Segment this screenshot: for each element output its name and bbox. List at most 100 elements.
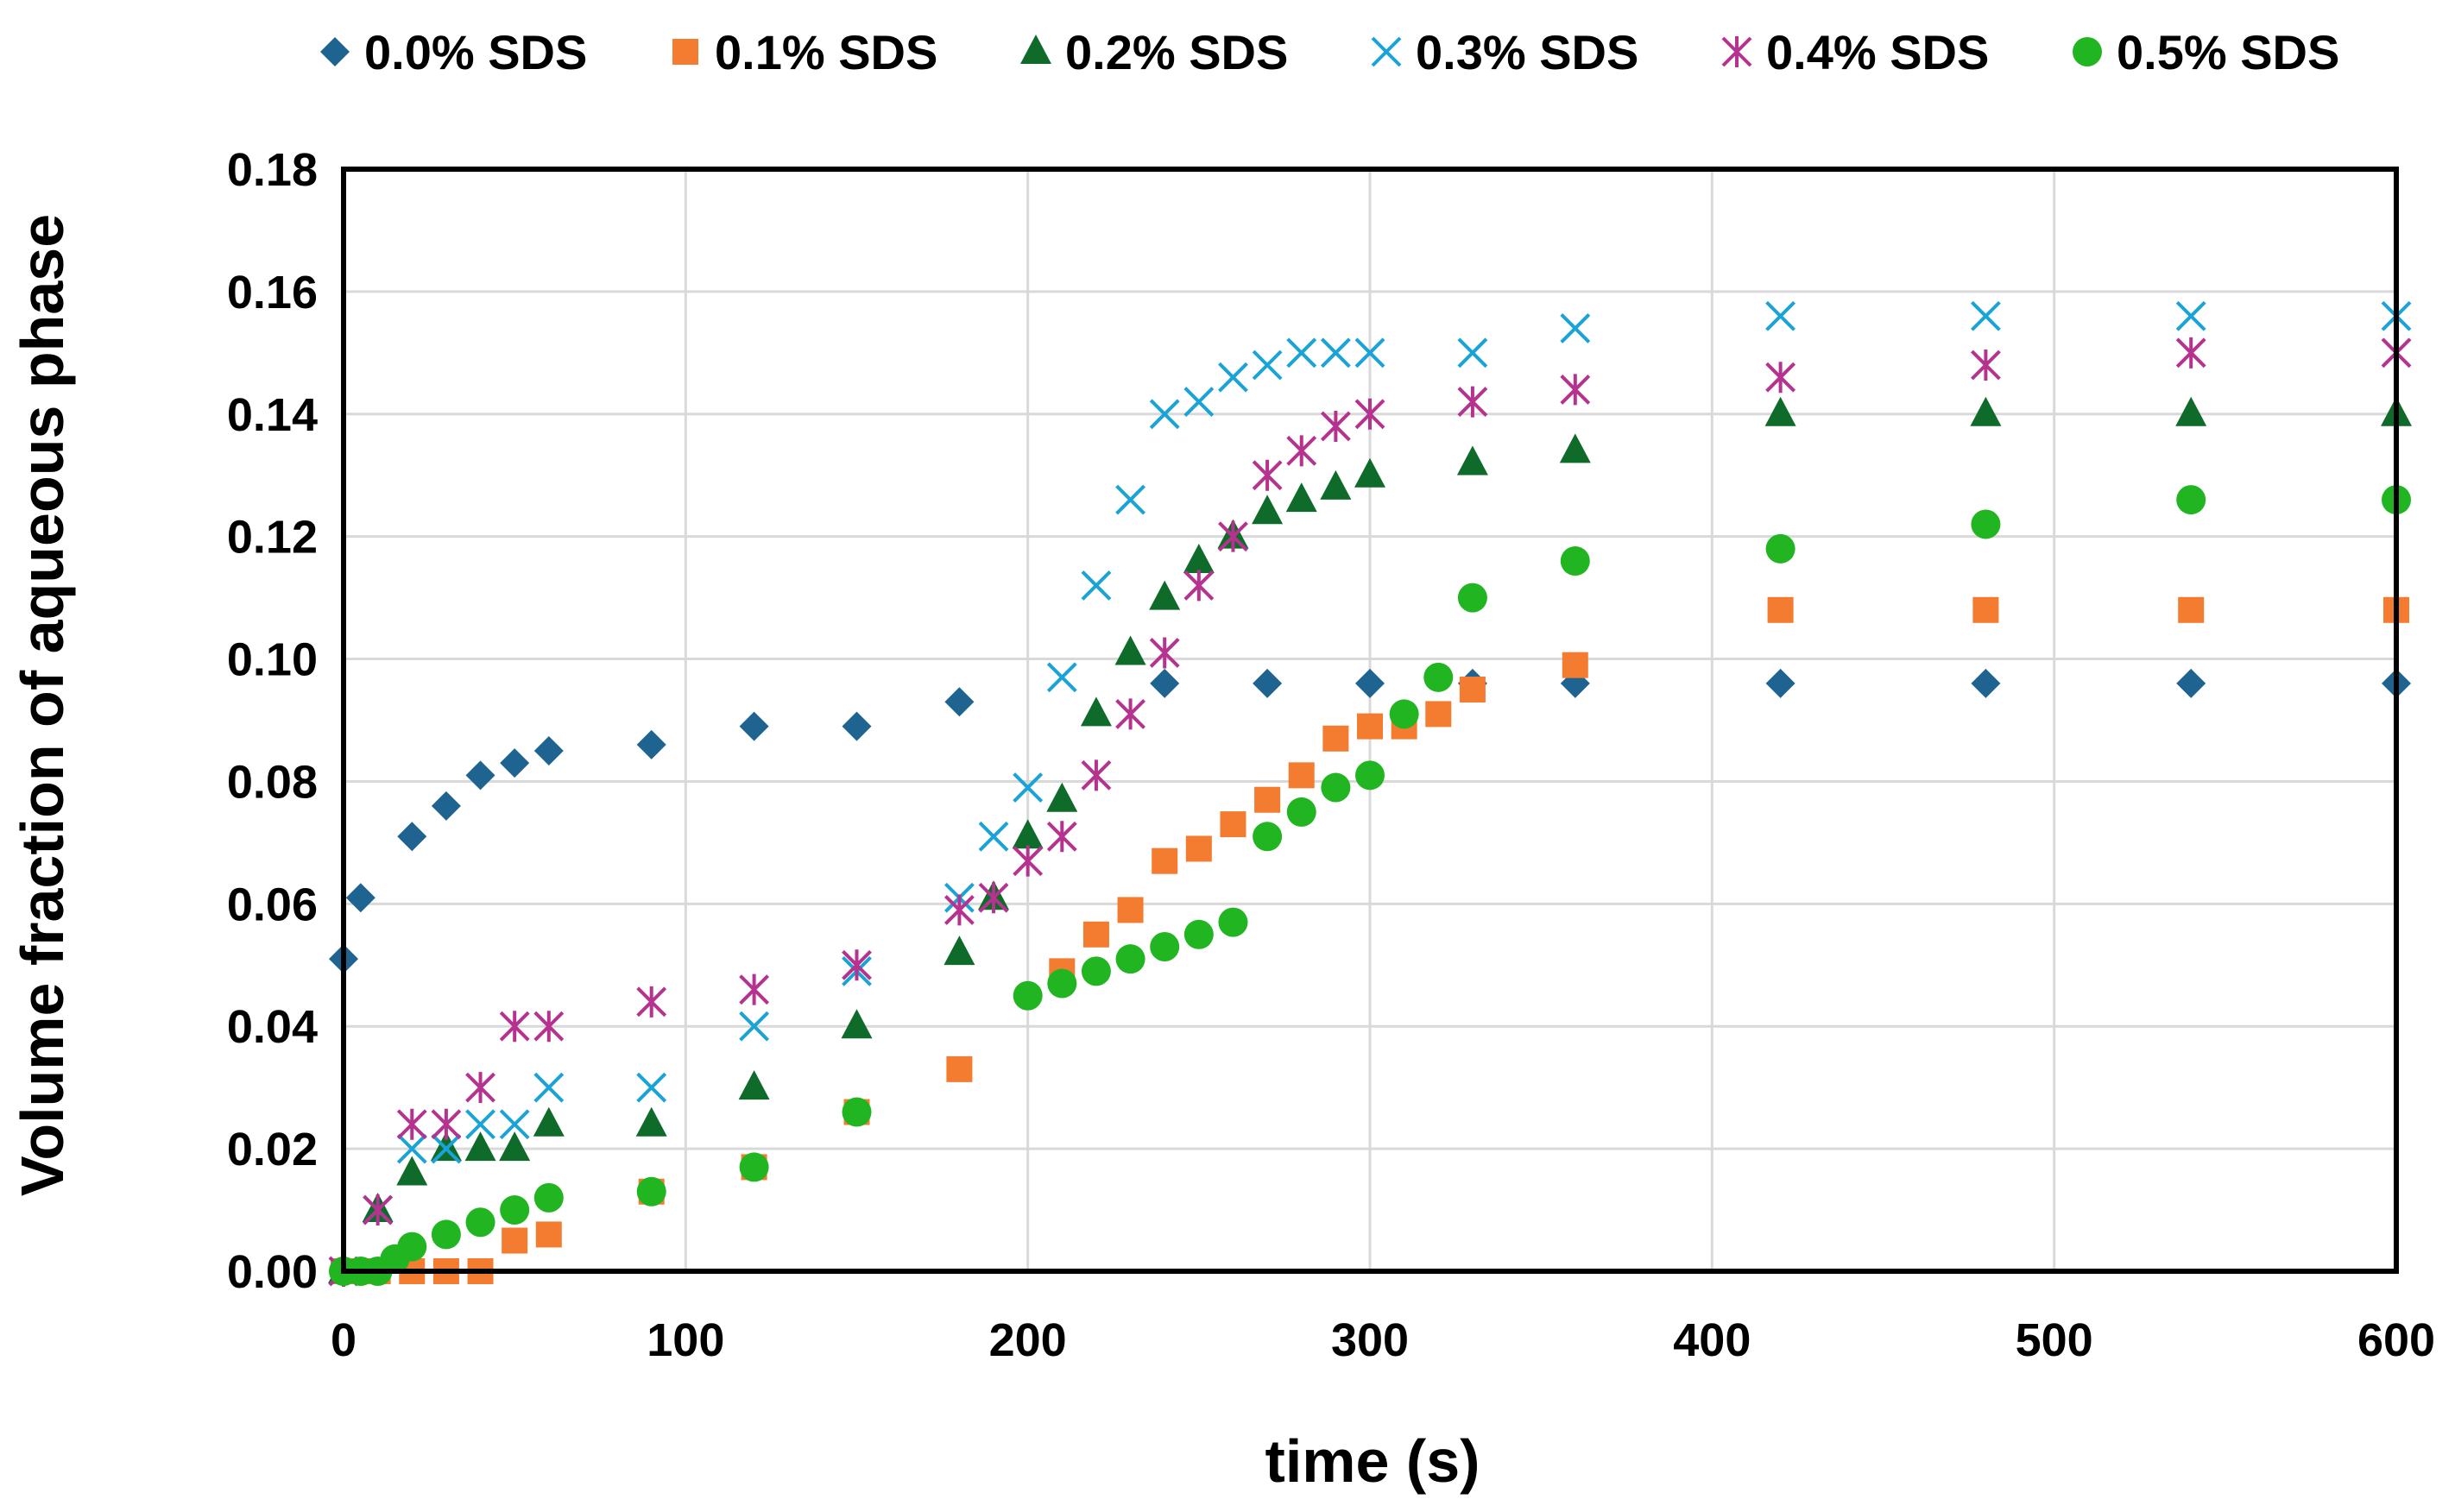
data-point — [1218, 362, 1248, 393]
data-point — [1183, 387, 1215, 418]
data-point — [1080, 696, 1112, 727]
data-point — [739, 1011, 770, 1042]
data-point — [1285, 482, 1317, 513]
data-point — [1425, 701, 1452, 728]
data-point — [739, 973, 770, 1005]
x-tick-label: 200 — [989, 1314, 1067, 1366]
data-point — [944, 894, 975, 926]
data-point — [1354, 457, 1385, 488]
data-point — [1013, 980, 1043, 1011]
data-point — [1286, 797, 1316, 827]
series-0-5-sds — [329, 485, 2411, 1286]
data-point — [1081, 570, 1112, 601]
data-point — [1081, 956, 1111, 986]
data-point — [1081, 759, 1112, 791]
data-point — [431, 1219, 461, 1250]
data-point — [944, 687, 975, 717]
data-point — [1559, 433, 1591, 463]
data-point — [1765, 362, 1796, 394]
data-point — [1150, 931, 1180, 961]
data-point — [1456, 445, 1488, 476]
data-point — [1046, 662, 1077, 693]
data-point — [1560, 546, 1590, 576]
data-point — [1252, 350, 1283, 381]
data-point — [1457, 583, 1487, 613]
data-point — [1320, 410, 1351, 442]
data-point — [1114, 635, 1146, 665]
data-point — [1253, 822, 1283, 852]
data-point — [1115, 484, 1145, 515]
data-point — [1560, 313, 1591, 343]
x-tick-label: 400 — [1673, 1314, 1751, 1366]
y-axis-title: Volume fraction of aqueous phase — [9, 214, 76, 1196]
legend-label: 0.0% SDS — [364, 25, 587, 79]
data-point — [396, 1156, 428, 1186]
data-point — [1149, 399, 1180, 430]
x-axis-title: time (s) — [1265, 1427, 1480, 1495]
data-point — [739, 711, 769, 741]
data-point — [1254, 786, 1281, 813]
data-point — [1152, 847, 1178, 874]
data-point — [738, 1070, 770, 1100]
data-point — [1013, 772, 1044, 803]
data-point — [1765, 533, 1795, 564]
data-point — [1149, 580, 1181, 610]
data-point — [2178, 596, 2205, 623]
data-point — [1321, 772, 1351, 803]
data-point — [533, 1182, 564, 1213]
data-point — [500, 748, 530, 778]
legend-marker — [672, 39, 698, 65]
data-point — [1012, 819, 1044, 849]
data-point — [533, 735, 564, 765]
data-point — [1218, 520, 1248, 552]
data-point — [1183, 919, 1214, 949]
data-point — [465, 1072, 495, 1104]
x-tick-label: 100 — [647, 1314, 724, 1366]
data-point — [1046, 821, 1077, 853]
data-point — [1355, 760, 1385, 791]
data-point — [1252, 495, 1284, 525]
data-point — [1764, 396, 1796, 426]
data-point — [1354, 337, 1385, 369]
plot-area-frame — [341, 167, 2399, 1274]
legend-marker — [2073, 37, 2102, 66]
data-point — [944, 936, 975, 966]
data-point — [533, 1011, 565, 1043]
data-point — [2175, 300, 2206, 331]
data-point — [946, 1055, 973, 1082]
data-point — [978, 882, 1009, 914]
data-point — [2176, 485, 2206, 515]
data-point — [1765, 668, 1795, 698]
data-point — [2176, 668, 2206, 698]
y-axis-ticks: 0.00 0.02 0.04 0.06 0.08 0.10 0.12 0.14 0.16 0.18 — [227, 144, 318, 1298]
data-point — [1149, 637, 1180, 669]
y-tick-label: 0.00 — [227, 1246, 318, 1298]
data-point — [1354, 398, 1385, 430]
data-point — [465, 1207, 495, 1238]
data-point — [499, 1131, 531, 1162]
data-point — [1355, 668, 1385, 698]
data-point — [1117, 897, 1144, 923]
data-point — [842, 949, 872, 981]
data-point — [533, 1106, 565, 1137]
data-point — [1767, 596, 1794, 623]
data-point — [636, 986, 667, 1017]
legend-label: 0.4% SDS — [1766, 25, 1989, 79]
x-tick-label: 0 — [331, 1314, 357, 1366]
data-point — [842, 711, 872, 741]
data-point — [1046, 782, 1078, 812]
data-point — [1183, 570, 1215, 602]
data-point — [1971, 668, 2001, 698]
data-point — [1389, 699, 1419, 729]
legend-label: 0.3% SDS — [1416, 25, 1638, 79]
legend-label: 0.2% SDS — [1065, 25, 1288, 79]
data-point — [500, 1195, 530, 1225]
data-point — [465, 760, 495, 791]
legend-label: 0.1% SDS — [715, 25, 937, 79]
data-point — [1562, 652, 1588, 678]
data-point — [430, 1131, 462, 1162]
data-point — [397, 822, 427, 852]
data-point — [636, 1176, 666, 1206]
data-point — [1013, 845, 1044, 877]
